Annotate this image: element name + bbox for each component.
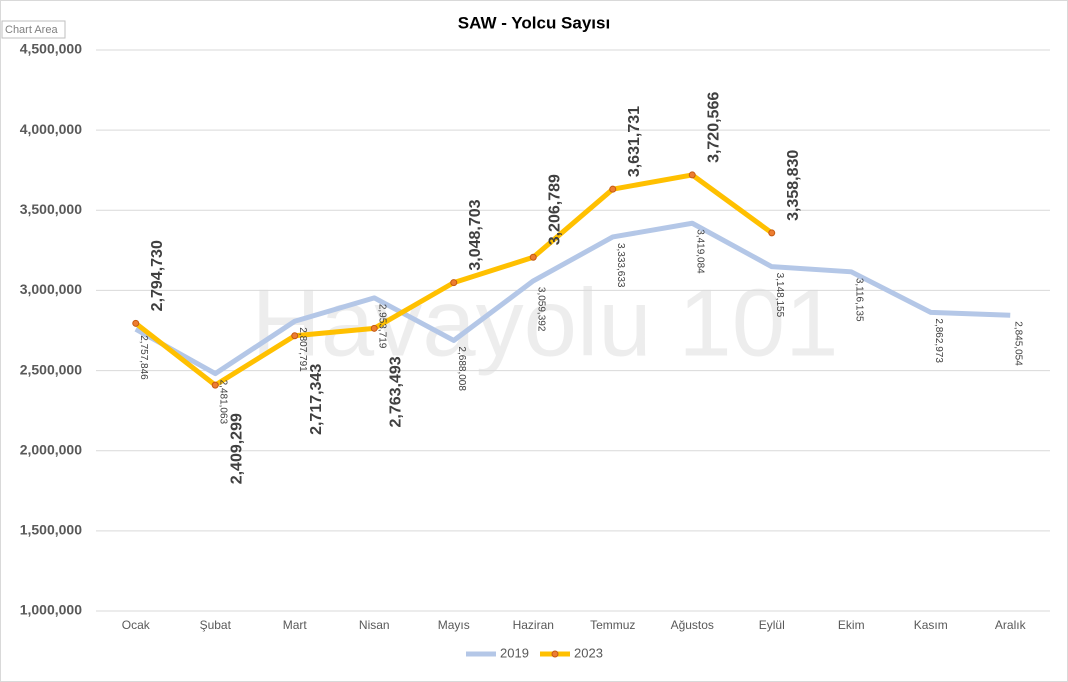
marker <box>529 253 537 261</box>
value-label: 2,845,054 <box>1013 321 1024 366</box>
x-tick-label: Mart <box>283 618 308 632</box>
value-label: 2,717,343 <box>308 364 325 435</box>
value-label: 2,688,008 <box>456 346 467 391</box>
value-label: 2,862,973 <box>933 318 944 363</box>
marker <box>132 319 140 327</box>
x-tick-label: Haziran <box>513 618 554 632</box>
chart-title: SAW - Yolcu Sayısı <box>458 13 610 32</box>
watermark: Havayolu 101 <box>251 269 838 376</box>
y-tick-label: 1,500,000 <box>20 522 82 538</box>
marker <box>609 185 617 193</box>
y-tick-label: 2,000,000 <box>20 441 82 457</box>
marker <box>688 171 696 179</box>
y-tick-label: 3,500,000 <box>20 201 82 217</box>
value-label: 3,333,633 <box>615 243 626 288</box>
marker <box>768 229 776 237</box>
x-tick-label: Ekim <box>838 618 865 632</box>
value-label: 3,048,703 <box>467 199 484 270</box>
value-label: 2,409,299 <box>228 413 245 484</box>
legend-marker <box>551 650 559 658</box>
legend-label: 2023 <box>574 645 603 660</box>
y-tick-label: 3,000,000 <box>20 281 82 297</box>
marker <box>450 279 458 287</box>
x-tick-label: Eylül <box>759 618 785 632</box>
legend-label: 2019 <box>500 645 529 660</box>
series-line <box>134 220 1011 377</box>
value-label: 2,763,493 <box>387 356 404 427</box>
x-tick-label: Nisan <box>359 618 390 632</box>
x-tick-label: Şubat <box>200 618 232 632</box>
y-tick-label: 4,000,000 <box>20 121 82 137</box>
marker <box>211 381 219 389</box>
y-tick-label: 4,500,000 <box>20 41 82 57</box>
value-label: 2,794,730 <box>149 240 166 311</box>
value-label: 2,953,719 <box>377 304 388 349</box>
marker <box>370 324 378 332</box>
x-tick-label: Temmuz <box>590 618 635 632</box>
tooltip-box <box>1 20 66 39</box>
x-tick-label: Ocak <box>122 618 151 632</box>
y-tick-label: 2,500,000 <box>20 361 82 377</box>
value-label: 3,059,392 <box>536 287 547 332</box>
value-label: 3,419,084 <box>695 229 706 274</box>
value-label: 3,358,830 <box>785 150 802 221</box>
x-tick-label: Kasım <box>914 618 948 632</box>
marker <box>291 332 299 340</box>
value-label: 2,481,063 <box>218 380 229 425</box>
x-tick-label: Mayıs <box>438 618 470 632</box>
x-tick-label: Aralık <box>995 618 1027 632</box>
value-label: 3,116,135 <box>854 278 865 322</box>
value-label: 2,757,846 <box>138 335 149 380</box>
y-tick-label: 1,000,000 <box>20 602 82 618</box>
value-label: 3,206,789 <box>546 174 563 245</box>
value-label: 3,631,731 <box>626 106 643 177</box>
value-label: 2,807,791 <box>297 327 308 372</box>
value-label: 3,720,566 <box>705 92 722 163</box>
x-tick-label: Ağustos <box>671 618 714 632</box>
tooltip: Chart Area <box>5 24 58 36</box>
value-label: 3,148,155 <box>774 273 785 318</box>
